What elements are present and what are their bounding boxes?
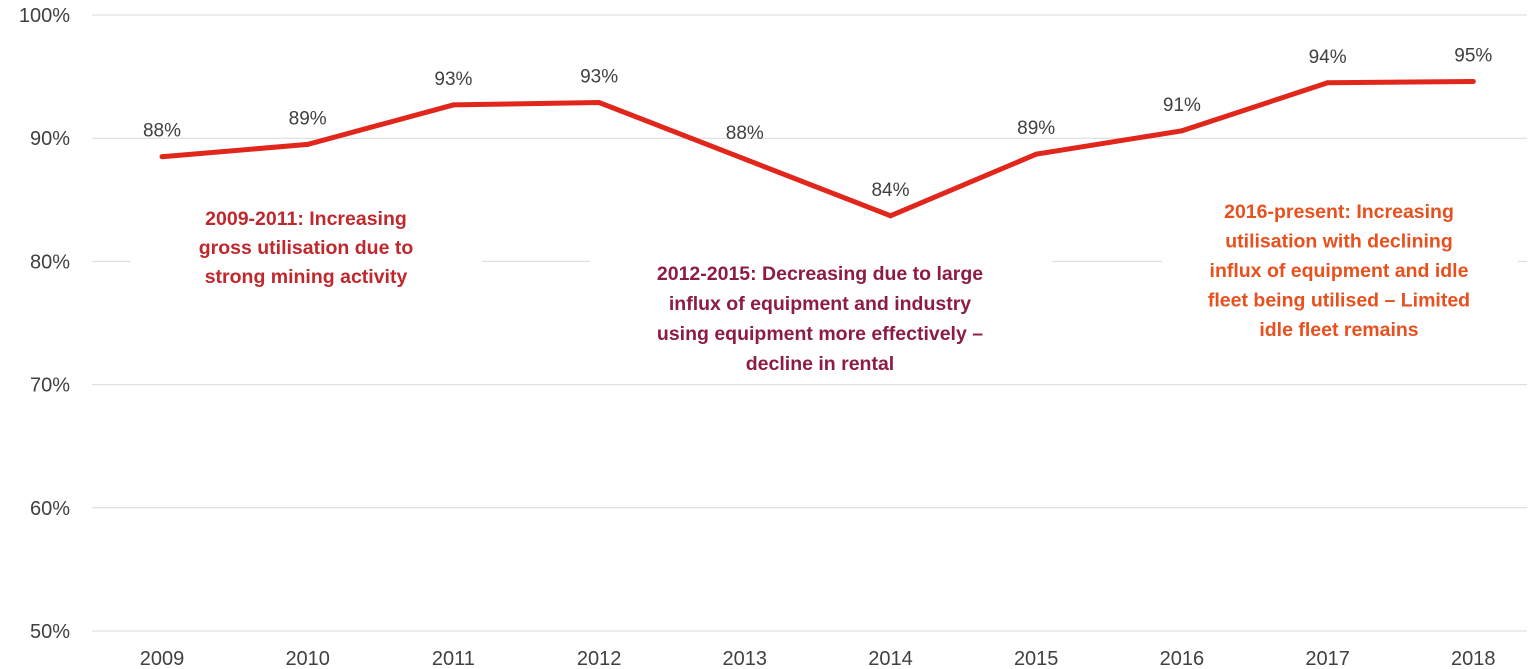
data-point: [596, 99, 602, 105]
data-label: 89%: [289, 108, 327, 129]
x-tick-label: 2014: [868, 648, 913, 669]
x-tick-label: 2018: [1451, 648, 1496, 669]
y-tick-label: 60%: [30, 498, 70, 520]
annotation-line: utilisation with declining: [1225, 231, 1453, 253]
x-tick-label: 2009: [140, 648, 185, 669]
data-label: 88%: [726, 123, 764, 144]
x-tick-label: 2011: [432, 648, 475, 669]
data-point: [450, 102, 456, 108]
annotation-line: 2009-2011: Increasing: [205, 208, 407, 230]
x-tick-label: 2013: [723, 648, 768, 669]
data-label: 94%: [1309, 47, 1347, 68]
data-point: [1325, 80, 1331, 86]
data-label: 93%: [580, 66, 618, 87]
annotation-1: 2009-2011: Increasing gross utilisation d…: [131, 191, 482, 303]
data-point: [1033, 151, 1039, 157]
annotation-3: 2016-present: Increasing utilisation with…: [1162, 184, 1518, 352]
data-label: 91%: [1163, 95, 1201, 116]
x-tick-label: 2012: [577, 648, 622, 669]
annotation-line: 2012-2015: Decreasing due to large: [657, 263, 983, 285]
annotation-line: strong mining activity: [205, 266, 408, 288]
series-line: [161, 79, 1474, 219]
data-label: 95%: [1454, 46, 1492, 67]
x-tick-label: 2015: [1014, 648, 1059, 669]
y-axis-ticks: 50% 60% 70% 80% 90% 100%: [19, 5, 70, 643]
data-point: [742, 156, 748, 162]
annotation-background: [1162, 184, 1518, 352]
data-label: 84%: [871, 180, 909, 201]
data-labels: 88% 89% 93% 93% 88% 84% 89% 91% 94% 95%: [143, 46, 1492, 201]
data-label: 93%: [434, 69, 472, 90]
series-line-layer: [159, 79, 1476, 219]
annotation-2: 2012-2015: Decreasing due to large influx…: [590, 246, 1052, 384]
y-tick-label: 100%: [19, 5, 70, 27]
data-label: 88%: [143, 121, 181, 142]
annotation-line: decline in rental: [746, 353, 894, 375]
annotations: 2009-2011: Increasing gross utilisation d…: [131, 184, 1518, 384]
y-tick-label: 90%: [30, 128, 70, 150]
x-tick-label: 2017: [1305, 648, 1350, 669]
y-tick-label: 70%: [30, 375, 70, 397]
annotation-background: [131, 191, 482, 303]
annotation-line: idle fleet remains: [1259, 319, 1418, 341]
annotation-line: using equipment more effectively –: [657, 323, 983, 345]
data-point: [1179, 128, 1185, 134]
x-axis-ticks: 2009 2010 2011 2012 2013 2014 2015 2016 2017 2018: [140, 648, 1496, 669]
data-point: [888, 213, 893, 219]
annotation-line: gross utilisation due to: [199, 237, 414, 259]
x-tick-label: 2016: [1160, 648, 1205, 669]
y-tick-label: 80%: [30, 251, 70, 273]
x-tick-label: 2010: [285, 648, 330, 669]
annotation-background: [590, 246, 1052, 384]
annotation-line: 2016-present: Increasing: [1224, 201, 1454, 223]
data-label: 89%: [1017, 118, 1055, 139]
annotation-line: fleet being utilised – Limited: [1208, 290, 1470, 312]
data-point: [159, 154, 165, 160]
data-point: [1470, 79, 1476, 85]
annotation-line: influx of equipment and idle: [1210, 260, 1469, 282]
annotation-line: influx of equipment and industry: [669, 293, 971, 315]
data-point: [305, 141, 311, 147]
y-tick-label: 50%: [30, 621, 70, 643]
